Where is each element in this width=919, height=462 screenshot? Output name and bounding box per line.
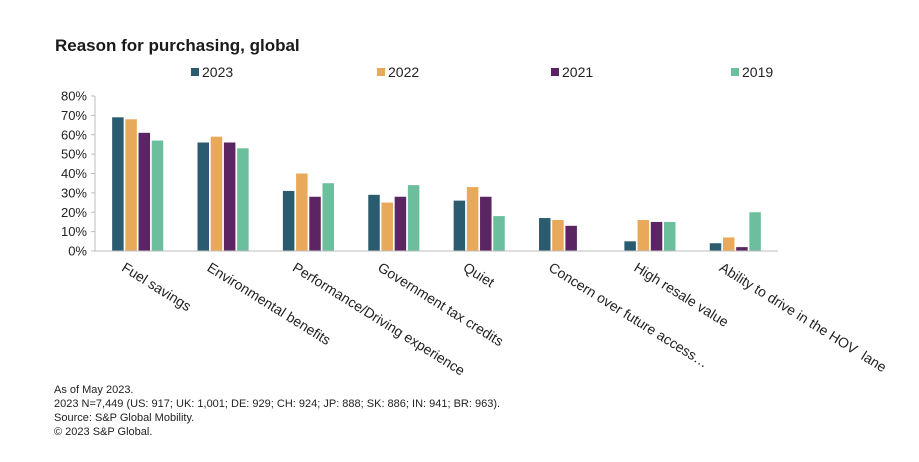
footnote-sample: 2023 N=7,449 (US: 917; UK: 1,001; DE: 92… [54,398,501,410]
y-axis: 0% 10% 20% 30% 40% 50% 60% 70% 80% [61,89,96,259]
y-tick-label: 50% [61,147,87,162]
bar-2022 [210,136,223,251]
legend-label-2023: 2023 [202,64,233,80]
x-tick-label: Fuel savings [119,259,194,314]
bar-2021 [309,196,321,251]
footnote-copyright: © 2023 S&P Global. [54,426,153,438]
y-tick-label: 20% [61,205,87,220]
footnotes: As of May 2023. 2023 N=7,449 (US: 917; U… [54,383,500,439]
x-tick-label: Ability to drive in the HOV lane [717,259,890,375]
legend-label-2019: 2019 [742,64,773,80]
bar-2021 [565,225,577,251]
bar-2022 [466,187,479,251]
x-tick-label: Quiet [461,259,498,290]
legend-swatch-2021 [551,68,559,76]
bar-2021 [480,196,492,251]
bar-2019 [663,221,676,251]
legend: 2023 2022 2021 2019 [191,64,773,80]
footnote-source: Source: S&P Global Mobility. [54,412,195,424]
legend-label-2022: 2022 [388,64,419,80]
x-tick-label: Concern over future access… [546,259,712,371]
y-tick-label: 80% [61,89,87,104]
bar-2021 [394,196,407,251]
bars [112,117,761,251]
y-tick-label: 40% [61,166,87,181]
bar-2023 [282,190,295,251]
bar-2019 [237,148,249,251]
y-tick-label: 60% [61,127,87,142]
bar-2019 [749,212,761,251]
bar-2022 [637,220,650,251]
chart-title: Reason for purchasing, global [55,36,300,55]
legend-swatch-2022 [377,68,385,76]
bar-2023 [453,200,466,251]
legend-label-2021: 2021 [562,64,593,80]
y-tick-label: 0% [68,244,87,259]
bar-2019 [493,216,505,251]
y-tick-label: 10% [61,224,87,239]
bar-2021 [736,247,748,251]
bar-2023 [624,241,636,251]
bar-2023 [539,218,551,251]
footnote-date: As of May 2023. [54,384,134,396]
bar-2023 [709,243,722,251]
x-tick-label: Performance/Driving experience [290,259,468,379]
y-tick-label: 70% [61,108,87,123]
bar-2022 [125,119,137,251]
x-axis: Fuel savings Environmental benefitsPerfor… [95,250,890,379]
bar-2021 [223,142,236,251]
legend-swatch-2019 [731,68,739,76]
bar-2023 [368,194,380,251]
bar-2023 [112,117,124,251]
bar-2022 [722,237,735,251]
bar-2019 [151,140,164,251]
bar-2022 [552,220,564,251]
bar-2021 [138,132,151,251]
bar-2019 [322,183,334,251]
bar-2023 [197,142,210,251]
legend-swatch-2023 [191,68,199,76]
y-tick-label: 30% [61,185,87,200]
bar-2021 [650,221,663,251]
bar-2022 [296,173,308,251]
bar-2019 [407,185,420,251]
bar-2022 [381,202,393,251]
